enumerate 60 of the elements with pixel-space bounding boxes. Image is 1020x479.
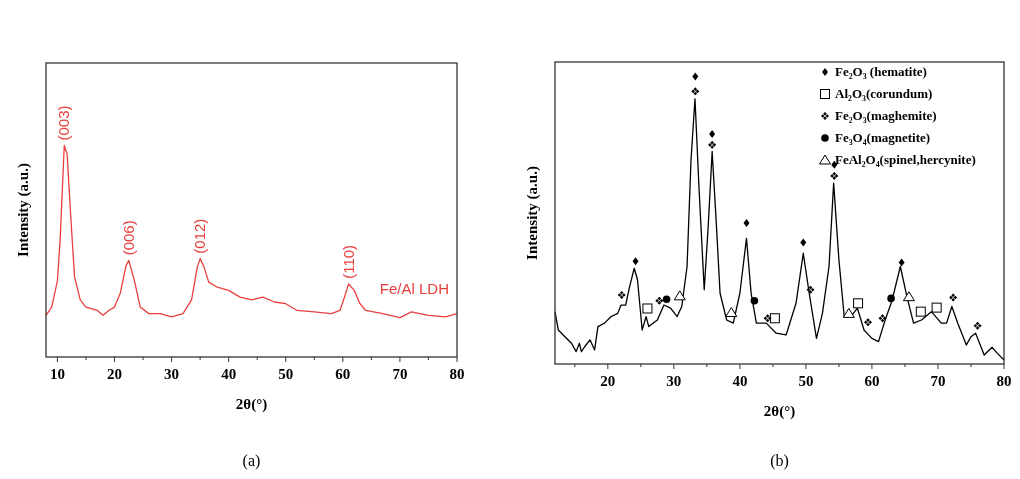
annotation: (012) — [191, 218, 209, 254]
legend-label: Fe₃O₄(magnetite) — [835, 130, 931, 145]
y-axis-title: Intensity (a.u.) — [524, 166, 541, 260]
legend-label: FeAl₂O₄(spinel,hercynite) — [835, 152, 976, 167]
point — [842, 307, 855, 318]
x-tick-label: 80 — [449, 366, 465, 382]
point — [853, 298, 864, 309]
x-axis-title: 2θ(°) — [235, 396, 268, 413]
x-tick-label: 20 — [600, 373, 616, 389]
point — [743, 219, 750, 228]
legend-label: Al₂O₃(corundum) — [835, 86, 933, 101]
point — [902, 291, 915, 302]
point — [949, 293, 958, 302]
point — [655, 296, 664, 305]
point — [642, 303, 653, 314]
text: (b) — [770, 452, 789, 470]
point — [830, 171, 839, 180]
x-tick-label: 50 — [798, 373, 814, 389]
x-tick-label: 40 — [221, 366, 237, 382]
x-tick-label: 60 — [335, 366, 351, 382]
annotation: (110) — [339, 244, 357, 279]
x-tick-label: 70 — [392, 366, 408, 382]
point — [800, 238, 807, 247]
point — [769, 313, 780, 324]
x-tick-label: 70 — [930, 373, 946, 389]
legend-label: Fe₂O₃ (hematite) — [835, 64, 927, 79]
point — [632, 257, 639, 266]
point — [662, 295, 671, 304]
text: (a) — [242, 452, 261, 470]
x-tick-label: 60 — [864, 373, 880, 389]
point — [863, 318, 872, 327]
annotation: (003) — [55, 105, 73, 141]
x-tick-label: 10 — [49, 366, 65, 382]
y-axis-title: Intensity (a.u.) — [15, 163, 32, 257]
x-tick-label: 50 — [278, 366, 294, 382]
point — [973, 321, 982, 330]
point — [617, 290, 626, 299]
point — [887, 294, 895, 303]
point — [750, 296, 759, 305]
x-tick-label: 30 — [666, 373, 682, 389]
point — [878, 314, 887, 323]
point — [806, 285, 815, 294]
series-label: Fe/Al LDH — [379, 279, 449, 297]
x-tick-label: 40 — [732, 373, 748, 389]
x-axis-title: 2θ(°) — [763, 403, 796, 420]
point — [898, 258, 905, 267]
legend-label: Fe₂O₃(maghemite) — [835, 108, 937, 123]
point — [915, 306, 926, 317]
point — [692, 72, 699, 81]
point — [691, 87, 700, 96]
point — [708, 140, 717, 149]
annotation: (006) — [119, 220, 137, 256]
point — [763, 314, 772, 323]
x-tick-label: 20 — [107, 366, 122, 382]
point — [725, 307, 738, 318]
x-tick-label: 30 — [164, 366, 180, 382]
point — [673, 290, 686, 301]
point — [709, 129, 716, 138]
x-tick-label: 80 — [996, 373, 1012, 389]
point — [931, 302, 942, 313]
